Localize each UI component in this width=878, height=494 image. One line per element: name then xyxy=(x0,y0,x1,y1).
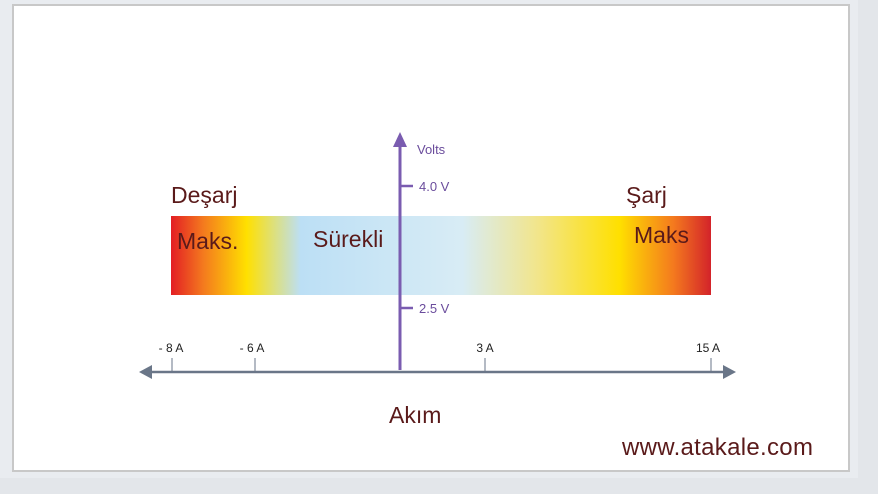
page-bottom-strip xyxy=(0,478,878,494)
current-tick-label: - 6 A xyxy=(240,341,265,355)
voltage-tick-label: 4.0 V xyxy=(419,179,450,194)
current-tick-label: 3 A xyxy=(476,341,493,355)
current-tick-label: 15 A xyxy=(696,341,720,355)
operating-range-band xyxy=(171,216,711,295)
discharge-max-label: Maks. xyxy=(177,228,239,254)
current-axis-left-arrow xyxy=(139,365,152,379)
voltage-axis-arrow xyxy=(393,132,407,147)
voltage-tick-label: 2.5 V xyxy=(419,301,450,316)
voltage-axis-label: Volts xyxy=(417,142,446,157)
charge-max-label: Maks xyxy=(634,222,689,248)
current-axis-label: Akım xyxy=(389,402,442,428)
discharge-label: Deşarj xyxy=(171,182,238,208)
current-axis-right-arrow xyxy=(723,365,736,379)
page-side-strip xyxy=(858,0,878,494)
current-tick-label: - 8 A xyxy=(159,341,184,355)
charge-label: Şarj xyxy=(626,182,667,208)
watermark-url: www.atakale.com xyxy=(622,434,814,461)
continuous-label: Sürekli xyxy=(313,226,384,252)
